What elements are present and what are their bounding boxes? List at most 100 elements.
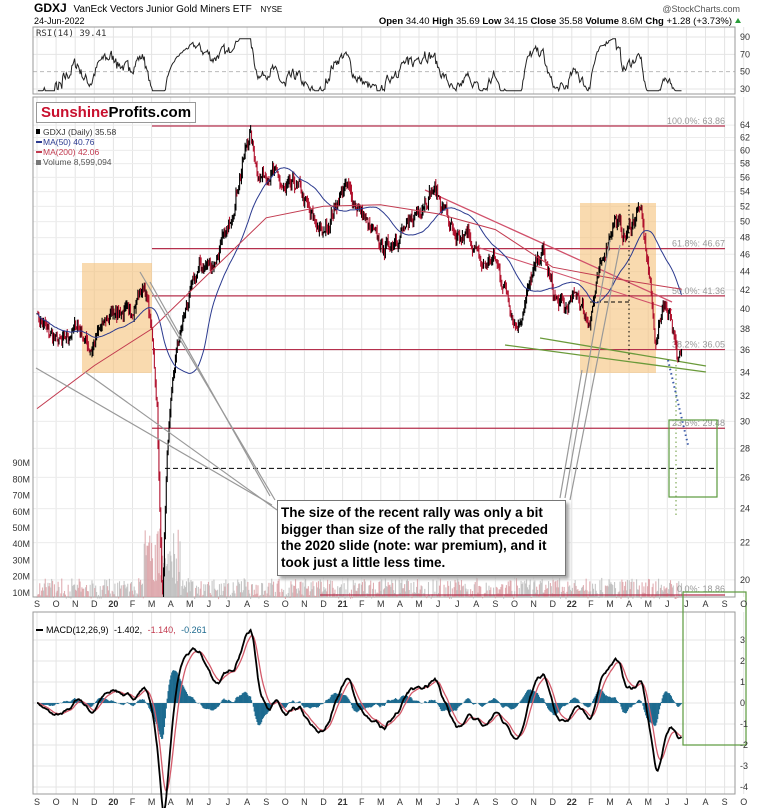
price-tick-label: 54 xyxy=(740,187,750,197)
x-tick-label: J xyxy=(665,599,670,609)
legend-macd: MACD(12,26,9) xyxy=(46,625,109,635)
x-tick-label: O xyxy=(740,797,747,807)
fib-label: 38.2%: 36.05 xyxy=(672,340,725,350)
x-tick-label: A xyxy=(244,599,250,609)
macd-tick-label: -3 xyxy=(740,761,748,771)
logo-part2: Profits.com xyxy=(108,104,192,121)
macd-tick-label: -1 xyxy=(740,719,748,729)
x-tick-label: D xyxy=(549,599,556,609)
volume-tick-label: 70M xyxy=(12,491,30,501)
high-label: High xyxy=(432,16,453,27)
rsi-series xyxy=(37,38,682,93)
ohlc-summary: Open 34.40 High 35.69 Low 34.15 Close 35… xyxy=(379,16,732,27)
x-tick-label: O xyxy=(282,599,289,609)
price-tick-label: 52 xyxy=(740,201,750,211)
fib-label: 50.0%: 41.36 xyxy=(672,286,725,296)
price-tick-label: 48 xyxy=(740,233,750,243)
x-tick-label: O xyxy=(511,797,518,807)
macd-tick-label: 3 xyxy=(740,635,745,645)
close-value: 35.58 xyxy=(559,16,583,27)
chg-label: Chg xyxy=(645,16,664,27)
macd-legend-line: MACD(12,26,9) -1.402, -1.140, -0.261 xyxy=(46,625,207,635)
macd-tick-label: 0 xyxy=(740,698,745,708)
rsi-line xyxy=(37,38,682,93)
price-tick-label: 62 xyxy=(740,133,750,143)
green-support-line-1 xyxy=(504,344,707,373)
x-tick-label: N xyxy=(301,599,308,609)
fib-label: 0.0%: 18.86 xyxy=(677,584,725,594)
volume-tick-label: 90M xyxy=(12,458,30,468)
rsi-legend: RSI(14) 39.41 xyxy=(36,29,106,39)
macd-panel xyxy=(32,611,736,795)
x-tick-label: M xyxy=(186,797,194,807)
volume-tick-label: 80M xyxy=(12,474,30,484)
legend-signal-value: -1.140, xyxy=(148,625,176,635)
x-tick-label: O xyxy=(53,797,60,807)
x-tick-label: J xyxy=(665,797,670,807)
price-tick-label: 40 xyxy=(740,304,750,314)
legend-volume: Volume 8,599,094 xyxy=(43,157,112,167)
ma50-line xyxy=(36,167,682,374)
price-legend: GDXJ (Daily) 35.58 MA(50) 40.76 MA(200) … xyxy=(36,127,116,167)
x-tick-label: N xyxy=(72,599,79,609)
fib-label: 100.0%: 63.86 xyxy=(667,116,725,126)
x-tick-label: M xyxy=(148,599,156,609)
x-tick-label: J xyxy=(226,599,231,609)
x-tick-label: O xyxy=(53,599,60,609)
x-tick-label: 21 xyxy=(338,599,348,609)
x-tick-label: A xyxy=(168,797,174,807)
x-tick-label: F xyxy=(359,797,365,807)
x-tick-label: 21 xyxy=(338,797,348,807)
x-tick-label: A xyxy=(168,599,174,609)
price-tick-label: 32 xyxy=(740,391,750,401)
x-tick-label: J xyxy=(207,599,212,609)
low-value: 34.15 xyxy=(504,16,528,27)
x-tick-label: O xyxy=(282,797,289,807)
callout-pointers xyxy=(35,239,621,511)
x-tick-label: M xyxy=(606,599,614,609)
x-tick-label: F xyxy=(130,599,136,609)
source-credit: @StockCharts.com xyxy=(662,4,740,14)
rsi-panel xyxy=(32,26,736,95)
x-tick-label: D xyxy=(320,797,327,807)
x-tick-label: D xyxy=(91,599,98,609)
price-tick-label: 20 xyxy=(740,575,750,585)
macd-target-green-box xyxy=(682,591,747,746)
x-tick-label: M xyxy=(606,797,614,807)
volume-tick-label: 30M xyxy=(12,555,30,565)
x-tick-label: J xyxy=(436,599,441,609)
x-tick-label: J xyxy=(455,797,460,807)
x-tick-label: F xyxy=(359,599,365,609)
x-tick-label: 22 xyxy=(567,599,577,609)
x-tick-label: S xyxy=(263,797,269,807)
volume-tick-label: 40M xyxy=(12,539,30,549)
x-tick-label: O xyxy=(511,599,518,609)
price-tick-label: 56 xyxy=(740,172,750,182)
x-tick-label: M xyxy=(644,599,652,609)
x-tick-label: M xyxy=(377,797,385,807)
x-tick-label: M xyxy=(415,599,423,609)
rsi-tick-label: 50 xyxy=(740,67,750,77)
x-tick-label: A xyxy=(702,599,708,609)
price-bars xyxy=(36,125,683,597)
legend-ma200: MA(200) 42.06 xyxy=(43,147,99,157)
price-tick-label: 28 xyxy=(740,443,750,453)
x-tick-label: S xyxy=(34,599,40,609)
open-label: Open xyxy=(379,16,403,27)
price-tick-label: 50 xyxy=(740,217,750,227)
logo-part1: Sunshine xyxy=(41,104,109,121)
x-tick-label: F xyxy=(130,797,136,807)
price-tick-label: 26 xyxy=(740,472,750,482)
x-tick-label: M xyxy=(377,599,385,609)
x-tick-label: A xyxy=(473,599,479,609)
x-tick-label: J xyxy=(207,797,212,807)
x-tick-label: N xyxy=(72,797,79,807)
annotation-callout: The size of the recent rally was only a … xyxy=(277,500,566,576)
x-tick-label: 20 xyxy=(108,797,118,807)
legend-hist-value: -0.261 xyxy=(181,625,207,635)
price-tick-label: 30 xyxy=(740,416,750,426)
ma200-line xyxy=(36,204,682,409)
legend-macd-value: -1.402, xyxy=(114,625,142,635)
rsi-tick-label: 70 xyxy=(740,49,750,59)
macd-tick-label: 1 xyxy=(740,677,745,687)
